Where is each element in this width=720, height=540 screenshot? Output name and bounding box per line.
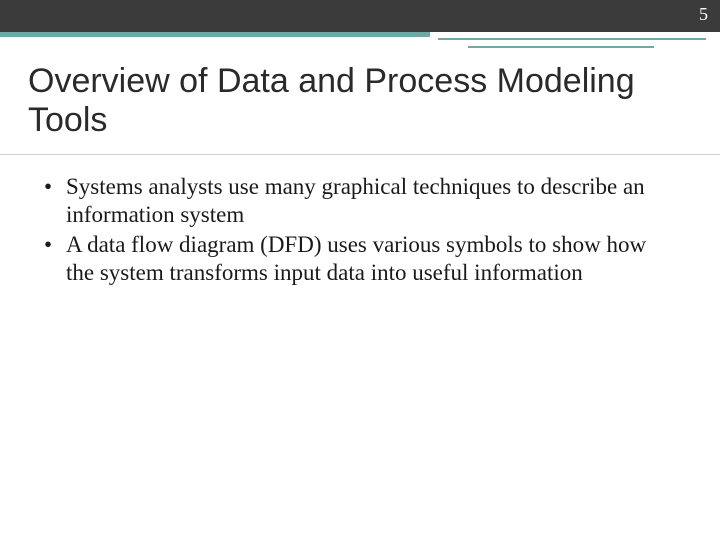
bullet-item: A data flow diagram (DFD) uses various s… (44, 231, 676, 287)
accent-line-thick (0, 32, 430, 37)
bullet-item: Systems analysts use many graphical tech… (44, 173, 676, 229)
header-bar: 5 (0, 0, 720, 32)
slide-title: Overview of Data and Process Modeling To… (0, 32, 720, 155)
accent-line-thin-1 (438, 38, 706, 40)
accent-line-thin-2 (468, 46, 654, 48)
bullet-list: Systems analysts use many graphical tech… (0, 173, 720, 287)
page-number: 5 (699, 4, 708, 25)
